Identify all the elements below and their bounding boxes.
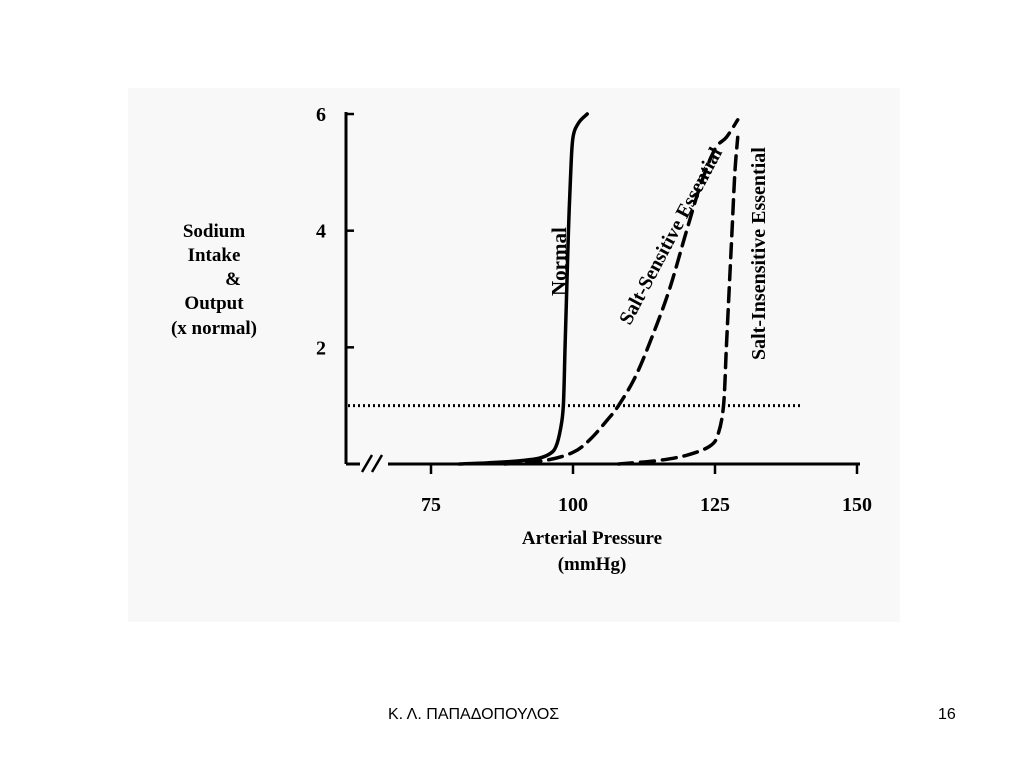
y-tick-label-2: 2 — [316, 337, 326, 359]
series-group — [457, 112, 740, 466]
footer-author: Κ. Λ. ΠΑΠΑΔΟΠΟΥΛΟΣ — [388, 706, 560, 723]
x-tick-label-100: 100 — [558, 494, 588, 516]
x-tick-label-125: 125 — [700, 494, 730, 516]
y-axis-label-line-4: Output — [184, 293, 244, 314]
y-axis-label-line-1: Sodium — [183, 221, 245, 242]
y-tick-label-4: 4 — [316, 221, 326, 243]
x-tick-label-150: 150 — [842, 494, 872, 516]
page-number: 16 — [938, 706, 956, 723]
y-axis-label-line-5: (x normal) — [171, 318, 257, 339]
series-line-salt-sensitive-essential — [503, 118, 740, 466]
x-axis-label: Arterial Pressure (mmHg) — [522, 528, 662, 575]
y-axis-ticks: 2 4 6 — [316, 104, 354, 359]
y-axis-label: Sodium Intake & Output (x normal) — [171, 221, 257, 339]
x-tick-label-75: 75 — [421, 494, 441, 516]
series-line-normal — [457, 112, 589, 466]
series-label-normal: Normal — [547, 227, 571, 296]
series-line-salt-insensitive-essential — [616, 135, 740, 466]
y-axis-label-line-3: & — [225, 269, 241, 290]
series-label-salt-sensitive: Salt-Sensitive Essential — [615, 143, 727, 328]
y-tick-label-6: 6 — [316, 104, 326, 126]
y-axis-label-line-2: Intake — [188, 245, 241, 266]
axis-break-mark — [360, 454, 388, 473]
x-axis-label-line-1: Arterial Pressure — [522, 528, 662, 549]
figure-background — [128, 88, 900, 622]
series-label-salt-sensitive-text: Salt-Sensitive Essential — [615, 143, 727, 328]
series-label-salt-insensitive-text: Salt-Insensitive Essential — [748, 147, 770, 360]
series-label-salt-insensitive: Salt-Insensitive Essential — [748, 147, 770, 360]
x-axis-ticks: 75 100 125 150 — [421, 464, 872, 516]
x-axis-label-line-2: (mmHg) — [558, 554, 627, 575]
